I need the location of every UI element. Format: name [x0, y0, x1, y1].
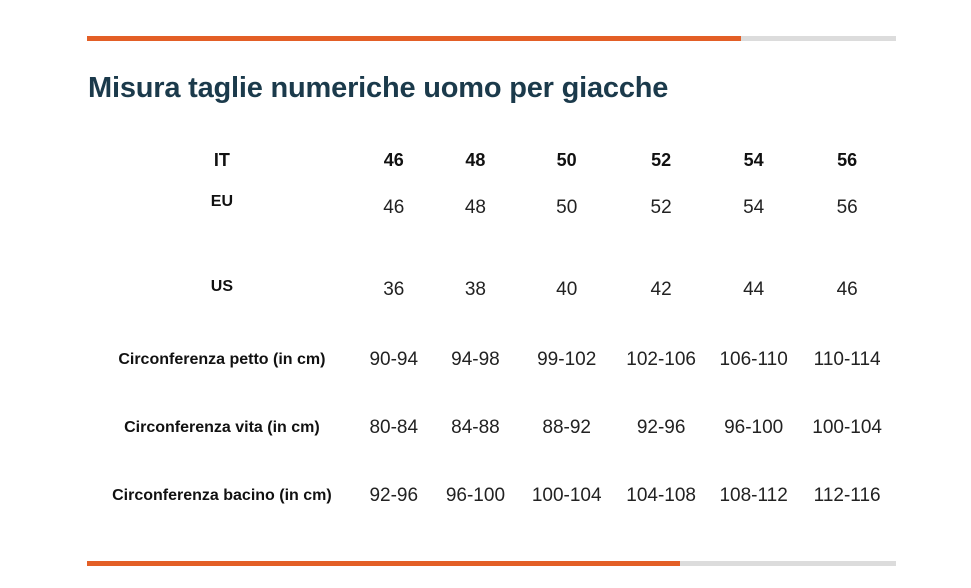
header-cell: 50 — [556, 149, 577, 170]
size-table-container: IT 46 48 50 52 54 56 EU 46 48 50 52 54 5… — [87, 127, 896, 527]
table-row-us: US 36 38 40 42 44 46 — [87, 255, 896, 325]
header-cell: 52 — [651, 149, 672, 170]
top-scrollbar-thumb[interactable] — [87, 36, 741, 41]
top-scrollbar[interactable] — [87, 36, 896, 41]
table-cell: 50 — [556, 197, 578, 218]
table-cell: 106-110 — [719, 349, 788, 370]
header-cell: 48 — [465, 149, 486, 170]
row-label-eu: EU — [210, 193, 234, 210]
table-cell: 100-104 — [812, 417, 882, 438]
table-header-row: IT 46 48 50 52 54 56 — [87, 127, 896, 193]
table-cell: 92-96 — [369, 485, 419, 506]
table-cell: 99-102 — [537, 349, 597, 370]
table-cell: 56 — [836, 197, 858, 218]
row-label-it: IT — [213, 149, 230, 170]
table-cell: 110-114 — [813, 349, 881, 370]
table-cell: 38 — [464, 279, 486, 300]
table-cell: 54 — [743, 197, 765, 218]
row-label-waist: Circonferenza vita (in cm) — [124, 419, 320, 436]
page-title: Misura taglie numeriche uomo per giacche — [88, 72, 669, 104]
table-cell: 40 — [556, 279, 578, 300]
table-cell: 92-96 — [636, 417, 686, 438]
table-cell: 80-84 — [369, 417, 419, 438]
table-cell: 48 — [464, 197, 486, 218]
table-cell: 88-92 — [542, 417, 591, 438]
table-cell: 44 — [743, 279, 765, 300]
table-cell: 96-100 — [724, 417, 784, 438]
table-cell: 104-108 — [626, 485, 696, 506]
table-cell: 46 — [383, 197, 405, 218]
row-label-hips: Circonferenza bacino (in cm) — [112, 487, 332, 504]
table-row-waist: Circonferenza vita (in cm) 80-84 84-88 8… — [87, 395, 896, 461]
header-cell: 46 — [383, 149, 404, 170]
table-cell: 52 — [650, 197, 672, 218]
row-label-chest: Circonferenza petto (in cm) — [118, 351, 326, 368]
table-cell: 36 — [383, 279, 405, 300]
table-cell: 42 — [650, 279, 672, 300]
table-cell: 84-88 — [451, 417, 500, 438]
table-row-hips: Circonferenza bacino (in cm) 92-96 96-10… — [87, 461, 896, 527]
bottom-scrollbar[interactable] — [87, 561, 896, 566]
size-table: IT 46 48 50 52 54 56 EU 46 48 50 52 54 5… — [87, 127, 896, 527]
table-cell: 94-98 — [451, 349, 500, 370]
table-cell: 46 — [836, 279, 858, 300]
table-cell: 102-106 — [626, 349, 696, 370]
table-row-eu: EU 46 48 50 52 54 56 — [87, 193, 896, 255]
row-label-us: US — [210, 278, 234, 295]
table-cell: 100-104 — [531, 485, 602, 506]
table-cell: 112-116 — [813, 485, 881, 506]
header-cell: 54 — [743, 149, 764, 170]
header-cell: 56 — [837, 149, 858, 170]
table-cell: 96-100 — [445, 485, 506, 506]
table-cell: 90-94 — [369, 349, 419, 370]
table-cell: 108-112 — [719, 485, 788, 506]
bottom-scrollbar-thumb[interactable] — [87, 561, 680, 566]
table-row-chest: Circonferenza petto (in cm) 90-94 94-98 … — [87, 325, 896, 395]
